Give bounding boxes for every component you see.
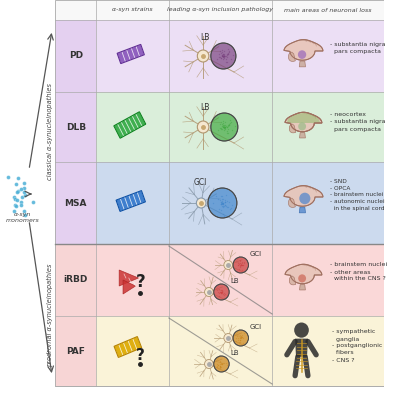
Text: GCI: GCI (250, 251, 261, 257)
Polygon shape (299, 61, 306, 67)
Circle shape (224, 334, 232, 342)
Circle shape (233, 257, 248, 273)
Circle shape (211, 43, 236, 69)
Polygon shape (123, 280, 136, 294)
Text: LB: LB (201, 33, 210, 42)
Text: α-syn strains: α-syn strains (112, 8, 153, 12)
Polygon shape (289, 52, 295, 62)
Bar (55, 244, 96, 386)
Text: GCI: GCI (193, 178, 207, 187)
Polygon shape (285, 264, 322, 284)
Bar (55, 0, 384, 386)
Polygon shape (284, 186, 323, 206)
Circle shape (298, 274, 306, 282)
Circle shape (205, 360, 213, 368)
Circle shape (294, 322, 309, 338)
Text: classical α-synucleinopathies: classical α-synucleinopathies (47, 84, 53, 180)
Polygon shape (300, 284, 305, 290)
Polygon shape (119, 270, 139, 286)
Text: iRBD: iRBD (64, 276, 88, 284)
Polygon shape (114, 112, 146, 138)
Text: - neocortex
- substantia nigra
  pars compacta: - neocortex - substantia nigra pars comp… (330, 112, 386, 132)
Text: - sympathetic
  ganglia
- postganglionic
  fibers
- CNS ?: - sympathetic ganglia - postganglionic f… (332, 330, 382, 362)
Text: MSA: MSA (64, 198, 87, 208)
Polygon shape (287, 113, 320, 123)
Bar (55, 20, 96, 244)
Circle shape (208, 188, 237, 218)
Circle shape (211, 113, 238, 141)
Text: DLB: DLB (66, 122, 86, 132)
Circle shape (196, 198, 206, 208)
Polygon shape (114, 336, 142, 358)
Bar (55, 162, 384, 244)
Text: - brainstem nuclei
- other areas
  within the CNS ?: - brainstem nuclei - other areas within … (330, 262, 387, 282)
Text: GCI: GCI (250, 324, 261, 330)
Polygon shape (299, 207, 306, 213)
Polygon shape (117, 44, 144, 64)
Circle shape (214, 356, 229, 372)
Text: ?: ? (136, 348, 145, 362)
Text: α-syn
monomers: α-syn monomers (5, 212, 39, 223)
Polygon shape (289, 124, 296, 133)
Text: - SND
- OPCA
- brainstem nuclei
- autonomic nuclei
  in the spinal cord: - SND - OPCA - brainstem nuclei - autono… (330, 179, 385, 211)
Text: main areas of neuronal loss: main areas of neuronal loss (284, 8, 372, 12)
Text: - substantia nigra
  pars compacta: - substantia nigra pars compacta (330, 42, 386, 54)
Polygon shape (300, 132, 305, 138)
Bar (55, 0, 384, 20)
Circle shape (298, 50, 306, 59)
Bar (55, 92, 384, 162)
Circle shape (224, 260, 232, 270)
Circle shape (214, 284, 229, 300)
Polygon shape (116, 190, 145, 212)
Circle shape (299, 193, 310, 204)
Circle shape (233, 330, 248, 346)
Bar (55, 316, 384, 386)
Text: PAF: PAF (66, 346, 85, 356)
Circle shape (205, 288, 213, 296)
Polygon shape (285, 112, 322, 132)
Text: LB: LB (230, 350, 239, 356)
Bar (55, 244, 384, 316)
Text: prodromal α-synucleinopathies: prodromal α-synucleinopathies (47, 263, 53, 367)
Polygon shape (289, 198, 295, 208)
Text: LB: LB (230, 278, 239, 284)
Text: PD: PD (69, 52, 83, 60)
Bar (55, 20, 384, 92)
Circle shape (197, 121, 209, 133)
Circle shape (197, 50, 209, 62)
Text: leading α-syn inclusion pathology: leading α-syn inclusion pathology (168, 8, 273, 12)
Circle shape (298, 122, 306, 130)
Polygon shape (284, 40, 323, 60)
Polygon shape (295, 339, 308, 357)
Text: ?: ? (135, 273, 145, 291)
Polygon shape (289, 276, 296, 285)
Text: LB: LB (201, 103, 210, 112)
